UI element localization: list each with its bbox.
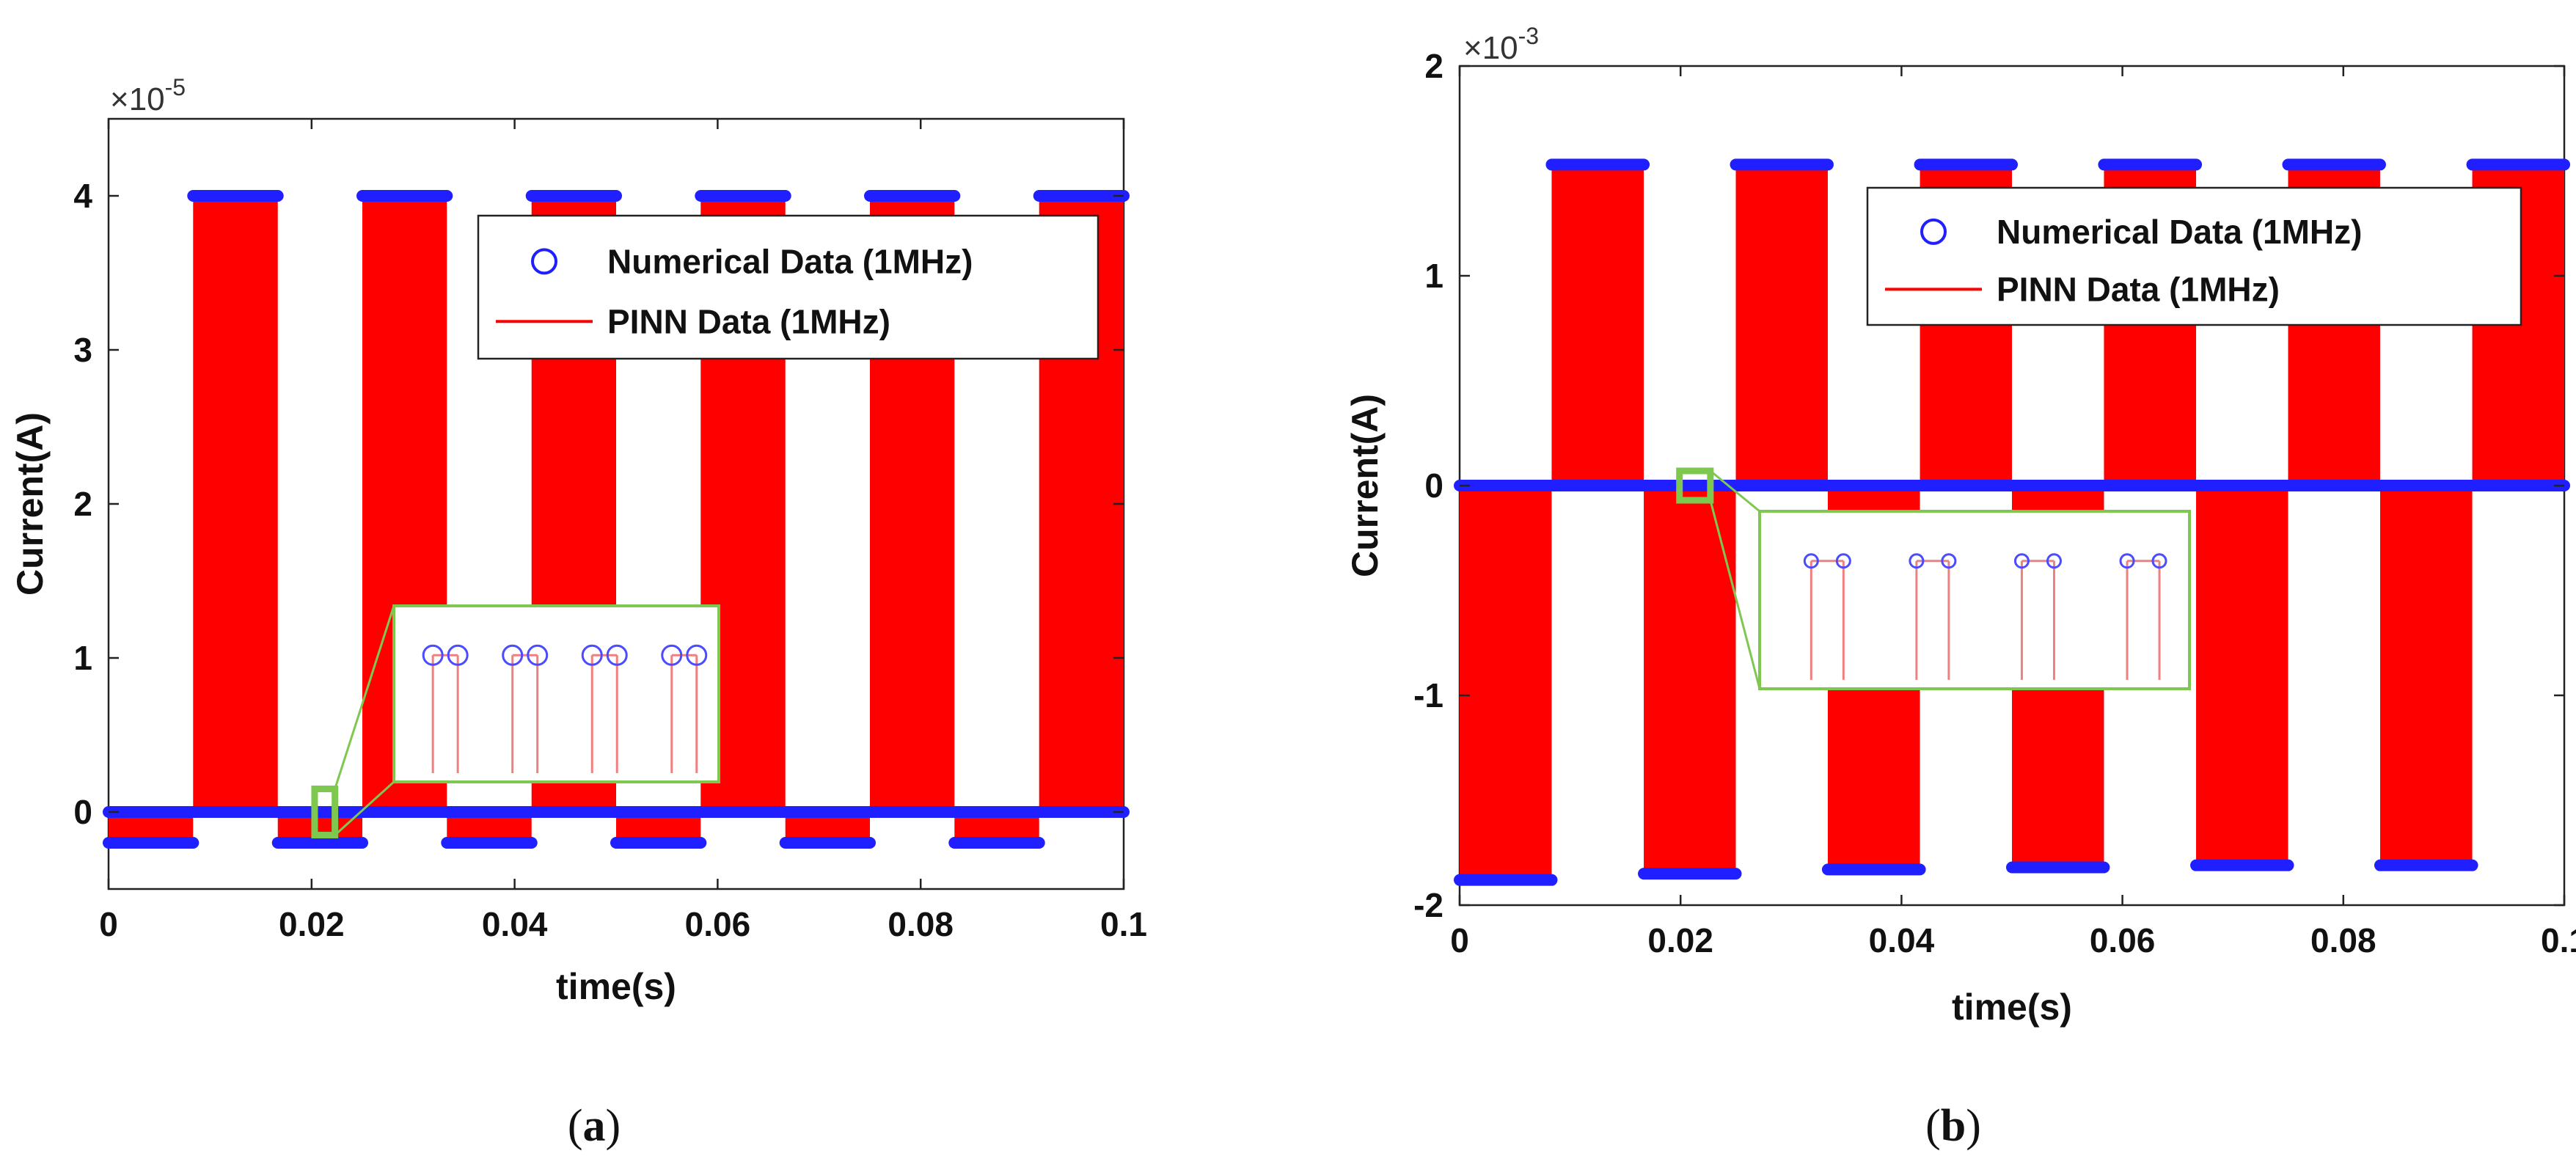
x-tick-label: 0 (99, 905, 118, 943)
legend-numerical-marker (1920, 218, 1947, 245)
pinn-pulse (1551, 164, 1644, 486)
y-tick-label: 4 (73, 177, 92, 215)
inset-numerical-marker (2013, 553, 2030, 569)
pinn-pulse (1735, 164, 1828, 486)
y-exponent: -3 (1518, 23, 1539, 49)
zoom-connector (334, 605, 395, 789)
panel-a: 0 0.02 0.04 0.06 0.08 0.1 0 1 2 3 4 ×10-5 time(s) Cur… (10, 74, 1147, 1007)
pinn-pulse (1644, 486, 1736, 874)
y-exponent-label: ×10-3 (1463, 23, 1539, 66)
inset-numerical-marker (1803, 553, 1819, 569)
inset-numerical-marker (2151, 553, 2167, 569)
inset-numerical-marker (1835, 553, 1851, 569)
y-tick-label: 1 (1424, 257, 1443, 295)
zoom-inset-content (422, 644, 708, 773)
legend-box (1866, 186, 2522, 326)
caption-a: (a) (568, 1101, 621, 1151)
x-tick-label: 0.06 (2090, 921, 2156, 959)
x-tick-label: 0.06 (685, 905, 751, 943)
zoom-inset (392, 604, 720, 783)
x-tick-label: 0.04 (1869, 921, 1935, 959)
y-exponent: -5 (165, 74, 186, 100)
x-tick-label: 0.04 (482, 905, 548, 943)
y-multiplier: ×10 (1463, 30, 1518, 66)
y-tick-label: 2 (73, 485, 92, 523)
zoom-inset (1758, 510, 2191, 690)
y-multiplier: ×10 (110, 81, 165, 117)
inset-numerical-marker (1909, 553, 1925, 569)
inset-numerical-marker (527, 644, 549, 666)
zoom-connector (1709, 469, 1760, 513)
x-tick-label: 0.02 (1647, 921, 1713, 959)
y-tick-label: 0 (1424, 467, 1443, 505)
legend-label: Numerical Data (1MHz) (1997, 213, 2362, 251)
x-tick-label: 0.1 (1100, 905, 1147, 943)
inset-numerical-marker (606, 644, 628, 666)
y-axis-label: Current(A) (10, 412, 51, 596)
inset-numerical-marker (1941, 553, 1957, 569)
zoom-connector (334, 780, 395, 836)
x-tick-label: 0.1 (2541, 921, 2576, 959)
y-exponent-label: ×10-5 (110, 74, 186, 117)
inset-numerical-marker (502, 644, 524, 666)
caption-b: (b) (1925, 1101, 1981, 1151)
zoom-connector (1709, 500, 1761, 689)
x-axis-label: time(s) (556, 966, 676, 1007)
numerical-series (103, 190, 1130, 849)
inset-numerical-marker (581, 644, 603, 666)
x-tick-label: 0.08 (2310, 921, 2376, 959)
x-tick-label: 0 (1450, 921, 1469, 959)
inset-numerical-marker (686, 644, 708, 666)
x-tick-label: 0.02 (279, 905, 345, 943)
y-tick-label: 1 (73, 639, 92, 677)
inset-numerical-marker (2119, 553, 2135, 569)
pinn-pulse (193, 196, 278, 812)
zoom-target-box (1676, 467, 1714, 504)
zoom-inset-content (1803, 553, 2167, 680)
x-axis-label: time(s) (1952, 987, 2072, 1028)
legend-label: Numerical Data (1MHz) (607, 242, 973, 280)
pinn-pulse (2196, 486, 2288, 866)
inset-numerical-marker (661, 644, 683, 666)
y-tick-label: 0 (73, 793, 92, 831)
y-tick-label: 2 (1424, 47, 1443, 85)
legend-label: PINN Data (1MHz) (607, 302, 890, 340)
y-tick-label: 3 (73, 331, 92, 369)
inset-numerical-marker (422, 644, 444, 666)
inset-numerical-marker (447, 644, 469, 666)
legend-numerical-marker (531, 248, 557, 275)
panel-b: 0 0.02 0.04 0.06 0.08 0.1 -2 -1 0 1 2 ×10-3 time(s) C… (1344, 23, 2576, 1028)
legend-label: PINN Data (1MHz) (1997, 270, 2280, 308)
pinn-pulse (2379, 486, 2473, 866)
pinn-pulse (1460, 486, 1552, 880)
zoom-target-box (311, 786, 339, 838)
y-tick-label: -1 (1413, 676, 1443, 714)
y-tick-label: -2 (1413, 886, 1443, 924)
legend-box (477, 214, 1099, 360)
y-axis-label: Current(A) (1344, 394, 1386, 577)
x-tick-label: 0.08 (888, 905, 954, 943)
inset-numerical-marker (2046, 553, 2062, 569)
numerical-series (1454, 158, 2570, 886)
caption-a-letter: a (583, 1101, 606, 1151)
caption-b-letter: b (1941, 1101, 1966, 1151)
